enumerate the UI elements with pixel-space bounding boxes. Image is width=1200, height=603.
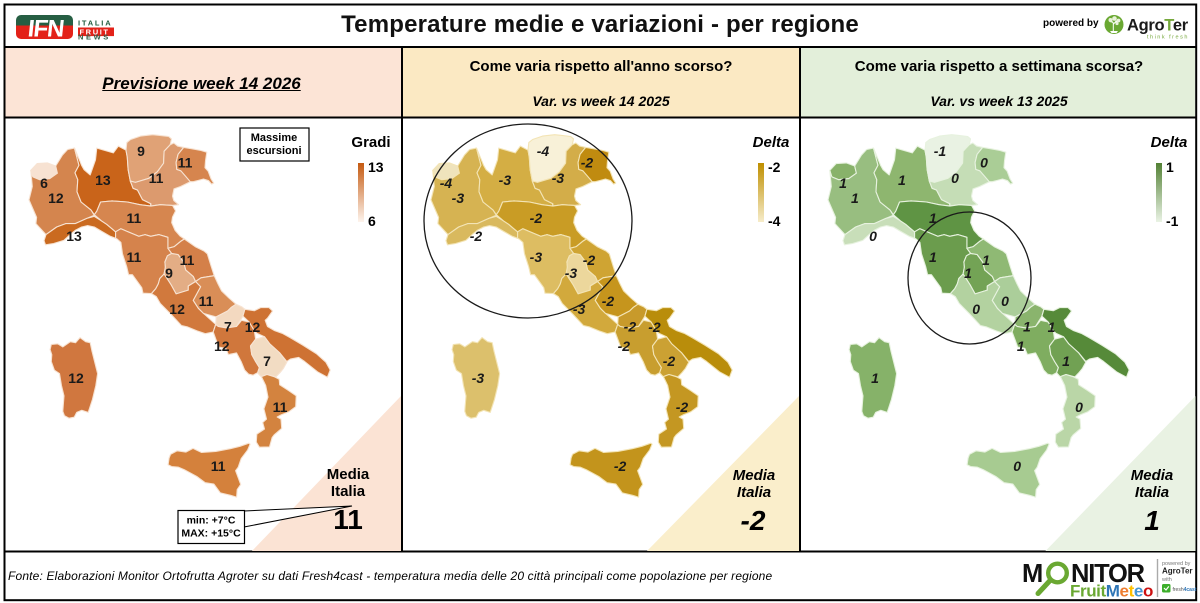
svg-text:AgroTer: AgroTer: [1127, 17, 1189, 35]
svg-text:7: 7: [224, 319, 232, 335]
svg-text:13: 13: [95, 172, 111, 188]
svg-text:-2: -2: [581, 155, 594, 171]
svg-text:-2: -2: [741, 505, 766, 536]
svg-text:11: 11: [180, 252, 195, 268]
svg-text:-4: -4: [537, 143, 550, 159]
svg-text:-1: -1: [934, 143, 947, 159]
svg-text:fresh4cast: fresh4cast: [1173, 587, 1197, 593]
svg-text:11: 11: [178, 155, 193, 171]
svg-text:min: +7°C: min: +7°C: [187, 515, 236, 527]
svg-text:0: 0: [1075, 399, 1083, 415]
svg-text:0: 0: [869, 228, 877, 244]
svg-text:0: 0: [1001, 293, 1009, 309]
svg-text:Italia: Italia: [331, 483, 366, 500]
svg-text:11: 11: [199, 293, 214, 309]
svg-text:11: 11: [149, 170, 164, 186]
svg-text:-2: -2: [530, 210, 543, 226]
svg-text:-2: -2: [676, 399, 689, 415]
svg-text:Gradi: Gradi: [351, 134, 390, 151]
svg-text:0: 0: [1013, 458, 1021, 474]
svg-text:1: 1: [1023, 319, 1031, 335]
svg-text:11: 11: [273, 399, 288, 415]
svg-text:ITALIA: ITALIA: [78, 19, 112, 28]
svg-text:-4: -4: [440, 175, 453, 191]
svg-text:12: 12: [245, 319, 261, 335]
svg-text:powered by: powered by: [1162, 561, 1191, 567]
svg-text:Delta: Delta: [753, 134, 790, 151]
svg-text:0: 0: [951, 170, 959, 186]
svg-text:1: 1: [1048, 319, 1056, 335]
svg-text:-2: -2: [648, 319, 661, 335]
svg-text:12: 12: [68, 370, 84, 386]
svg-text:1: 1: [898, 172, 906, 188]
svg-text:Media: Media: [733, 467, 776, 484]
svg-text:-2: -2: [768, 159, 781, 175]
svg-text:1: 1: [1017, 338, 1025, 354]
svg-text:0: 0: [980, 155, 988, 171]
svg-text:1: 1: [1062, 353, 1070, 369]
svg-text:AgroTer: AgroTer: [1162, 567, 1193, 576]
svg-text:IFN: IFN: [27, 16, 65, 40]
svg-text:-1: -1: [1166, 213, 1179, 229]
svg-text:Italia: Italia: [737, 484, 771, 501]
svg-text:6: 6: [368, 213, 376, 229]
svg-text:-2: -2: [470, 228, 483, 244]
svg-text:Delta: Delta: [1151, 134, 1188, 151]
svg-text:13: 13: [368, 159, 384, 175]
svg-text:-3: -3: [452, 190, 465, 206]
svg-text:-3: -3: [552, 170, 565, 186]
svg-text:Media: Media: [327, 466, 370, 483]
svg-text:1: 1: [1166, 159, 1174, 175]
svg-text:1: 1: [851, 190, 859, 206]
svg-text:-2: -2: [624, 319, 637, 335]
svg-text:13: 13: [66, 228, 82, 244]
svg-text:9: 9: [165, 265, 173, 281]
svg-text:with: with: [1161, 577, 1172, 583]
svg-text:12: 12: [169, 301, 185, 317]
svg-text:0: 0: [972, 301, 980, 317]
svg-text:Massime: Massime: [251, 132, 297, 144]
svg-text:think fresh: think fresh: [1147, 35, 1189, 41]
svg-text:-3: -3: [472, 370, 485, 386]
svg-text:Media: Media: [1131, 467, 1174, 484]
svg-text:-2: -2: [618, 338, 631, 354]
svg-text:-3: -3: [530, 249, 543, 265]
svg-text:NITOR: NITOR: [1071, 560, 1145, 588]
svg-text:-3: -3: [573, 301, 586, 317]
svg-text:1: 1: [982, 252, 990, 268]
svg-text:1: 1: [964, 265, 972, 281]
svg-text:1: 1: [929, 210, 937, 226]
svg-text:12: 12: [214, 338, 230, 354]
svg-text:11: 11: [126, 249, 141, 265]
svg-text:7: 7: [263, 353, 271, 369]
svg-text:11: 11: [211, 458, 226, 474]
svg-text:-4: -4: [768, 213, 781, 229]
svg-text:MAX: +15°C: MAX: +15°C: [181, 528, 241, 540]
svg-text:-2: -2: [602, 293, 615, 309]
svg-text:Italia: Italia: [1135, 484, 1169, 501]
svg-text:1: 1: [1144, 505, 1160, 536]
svg-text:11: 11: [126, 210, 141, 226]
svg-text:1: 1: [839, 175, 847, 191]
svg-text:-3: -3: [565, 265, 578, 281]
svg-text:FRUIT: FRUIT: [80, 28, 110, 37]
svg-text:NEWS: NEWS: [78, 33, 111, 41]
svg-text:-2: -2: [583, 252, 596, 268]
svg-text:escursioni: escursioni: [246, 145, 301, 157]
svg-text:-2: -2: [663, 353, 676, 369]
svg-text:1: 1: [871, 370, 879, 386]
svg-text:9: 9: [137, 143, 145, 159]
svg-text:M: M: [1022, 560, 1042, 588]
svg-text:12: 12: [48, 190, 64, 206]
svg-text:FruitMeteo: FruitMeteo: [1070, 582, 1153, 601]
svg-text:1: 1: [929, 249, 937, 265]
svg-text:6: 6: [40, 175, 48, 191]
svg-text:-3: -3: [499, 172, 512, 188]
svg-text:-2: -2: [614, 458, 627, 474]
